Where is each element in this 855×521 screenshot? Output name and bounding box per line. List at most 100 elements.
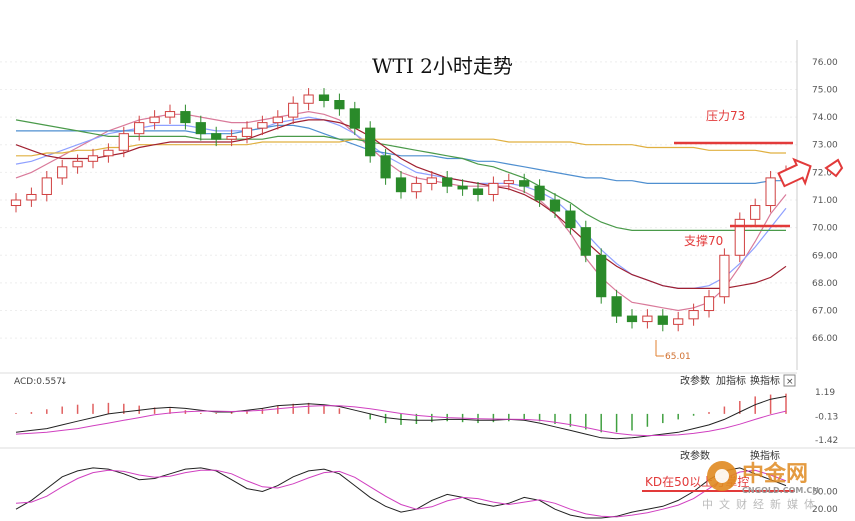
candle-body bbox=[226, 135, 237, 140]
candle-body bbox=[580, 227, 591, 256]
macd-close-icon[interactable]: × bbox=[786, 377, 794, 387]
macd-label: ACD:0.557 bbox=[14, 377, 62, 387]
ma-line bbox=[16, 124, 786, 184]
candle-body bbox=[719, 254, 730, 298]
candle-body bbox=[703, 296, 715, 312]
candle-body bbox=[688, 310, 699, 320]
candle-body bbox=[118, 133, 129, 151]
candle-body bbox=[519, 180, 530, 187]
candle-body bbox=[41, 177, 52, 195]
price-tick-label: 69.00 bbox=[812, 251, 838, 261]
candle-body bbox=[765, 177, 776, 207]
candle-body bbox=[257, 122, 268, 129]
candle-body bbox=[10, 199, 22, 207]
ma-line bbox=[15, 110, 787, 312]
candle-body bbox=[472, 188, 484, 195]
macd-dea-line bbox=[15, 405, 787, 437]
kd-d-line bbox=[15, 469, 787, 518]
macd-dropdown-icon[interactable]: ↓ bbox=[60, 377, 68, 387]
macd-switch-indicator-button[interactable]: 换指标 bbox=[750, 374, 780, 387]
kd-switch-indicator-button[interactable]: 换指标 bbox=[750, 449, 780, 462]
chart-title: WTI 2小时走势 bbox=[372, 54, 513, 78]
kd-params-button[interactable]: 改参数 bbox=[680, 449, 710, 462]
candle-body bbox=[72, 160, 83, 168]
macd-close-button[interactable] bbox=[783, 374, 796, 387]
candle-body bbox=[26, 193, 37, 201]
candle-body bbox=[334, 100, 345, 110]
watermark-domain: CNGOLD.COM.CN bbox=[742, 486, 819, 495]
low-label: 65.01 bbox=[665, 352, 691, 362]
macd-add-indicator-button[interactable]: 加指标 bbox=[716, 374, 746, 387]
price-tick-label: 73.00 bbox=[812, 141, 838, 151]
support-label: 支撑70 bbox=[684, 233, 723, 248]
candle-body bbox=[195, 122, 206, 135]
kd-panel bbox=[15, 467, 787, 519]
price-tick-label: 76.00 bbox=[812, 58, 838, 68]
macd-panel bbox=[15, 393, 787, 440]
candle-body bbox=[57, 166, 68, 179]
candle-body bbox=[596, 254, 607, 298]
candle-body bbox=[657, 315, 668, 325]
candle-body bbox=[642, 315, 653, 323]
candle-body bbox=[87, 155, 99, 162]
price-tick-label: 70.00 bbox=[812, 224, 838, 234]
price-tick-label: 74.00 bbox=[812, 113, 838, 123]
candle-body bbox=[534, 185, 545, 201]
candle-body bbox=[164, 111, 176, 118]
candle-body bbox=[241, 127, 253, 137]
kd-k-line bbox=[15, 467, 787, 519]
macd-tick-label: 1.19 bbox=[815, 388, 835, 398]
candle-body bbox=[180, 111, 191, 124]
ma-line bbox=[15, 116, 787, 289]
ma-lines bbox=[15, 110, 787, 312]
watermark: 中金网 CNGOLD.COM.CN 中文财经新媒体 bbox=[702, 461, 821, 511]
ma-line bbox=[15, 119, 787, 289]
macd-params-button[interactable]: 改参数 bbox=[680, 374, 710, 387]
candle-body bbox=[488, 182, 499, 195]
candle-body bbox=[288, 102, 299, 118]
macd-axis: 1.19 -0.13 -1.42 bbox=[815, 388, 838, 446]
ma-line bbox=[16, 138, 786, 157]
candle-body bbox=[442, 177, 453, 187]
candle-body bbox=[395, 177, 407, 193]
breakout-arrow-icon bbox=[777, 157, 844, 188]
candle-body bbox=[272, 116, 283, 124]
price-tick-label: 72.00 bbox=[812, 168, 838, 178]
candle-body bbox=[503, 180, 514, 184]
kd-tick-label: 20.00 bbox=[812, 505, 838, 515]
price-tick-label: 68.00 bbox=[812, 279, 838, 289]
watermark-subtitle: 中文财经新媒体 bbox=[702, 497, 821, 511]
candle-body bbox=[149, 116, 160, 124]
kd-tick-label: 50.00 bbox=[812, 488, 838, 498]
candle-body bbox=[103, 149, 114, 157]
candle-body bbox=[611, 296, 622, 317]
price-tick-label: 75.00 bbox=[812, 85, 838, 95]
price-axis: 76.00 75.00 74.00 73.00 72.00 71.00 70.00 69.00… bbox=[812, 58, 838, 344]
candle-body bbox=[426, 177, 437, 184]
price-tick-label: 71.00 bbox=[812, 196, 838, 206]
candle-body bbox=[318, 94, 330, 102]
macd-tick-label: -1.42 bbox=[815, 436, 838, 446]
candle-body bbox=[565, 210, 576, 229]
resistance-label: 压力73 bbox=[706, 109, 745, 123]
candle-body bbox=[549, 199, 561, 212]
candle-body bbox=[303, 94, 314, 104]
candle-body bbox=[349, 108, 360, 129]
candle-body bbox=[626, 315, 638, 323]
macd-tick-label: -0.13 bbox=[815, 412, 838, 422]
candle-body bbox=[365, 127, 376, 157]
candle-body bbox=[380, 155, 391, 179]
watermark-brand: 中金网 bbox=[742, 461, 808, 487]
candle-body bbox=[211, 133, 222, 140]
ma-line bbox=[15, 119, 786, 231]
kd-axis: 50.00 20.00 bbox=[812, 488, 838, 516]
main-grid bbox=[0, 61, 797, 339]
price-tick-label: 66.00 bbox=[812, 334, 838, 344]
price-tick-label: 67.00 bbox=[812, 307, 838, 317]
candle-body bbox=[750, 205, 761, 220]
candles bbox=[10, 88, 792, 332]
candle-body bbox=[673, 318, 684, 325]
candle-body bbox=[734, 218, 745, 256]
candle-body bbox=[457, 185, 468, 190]
candle-body bbox=[134, 122, 145, 135]
